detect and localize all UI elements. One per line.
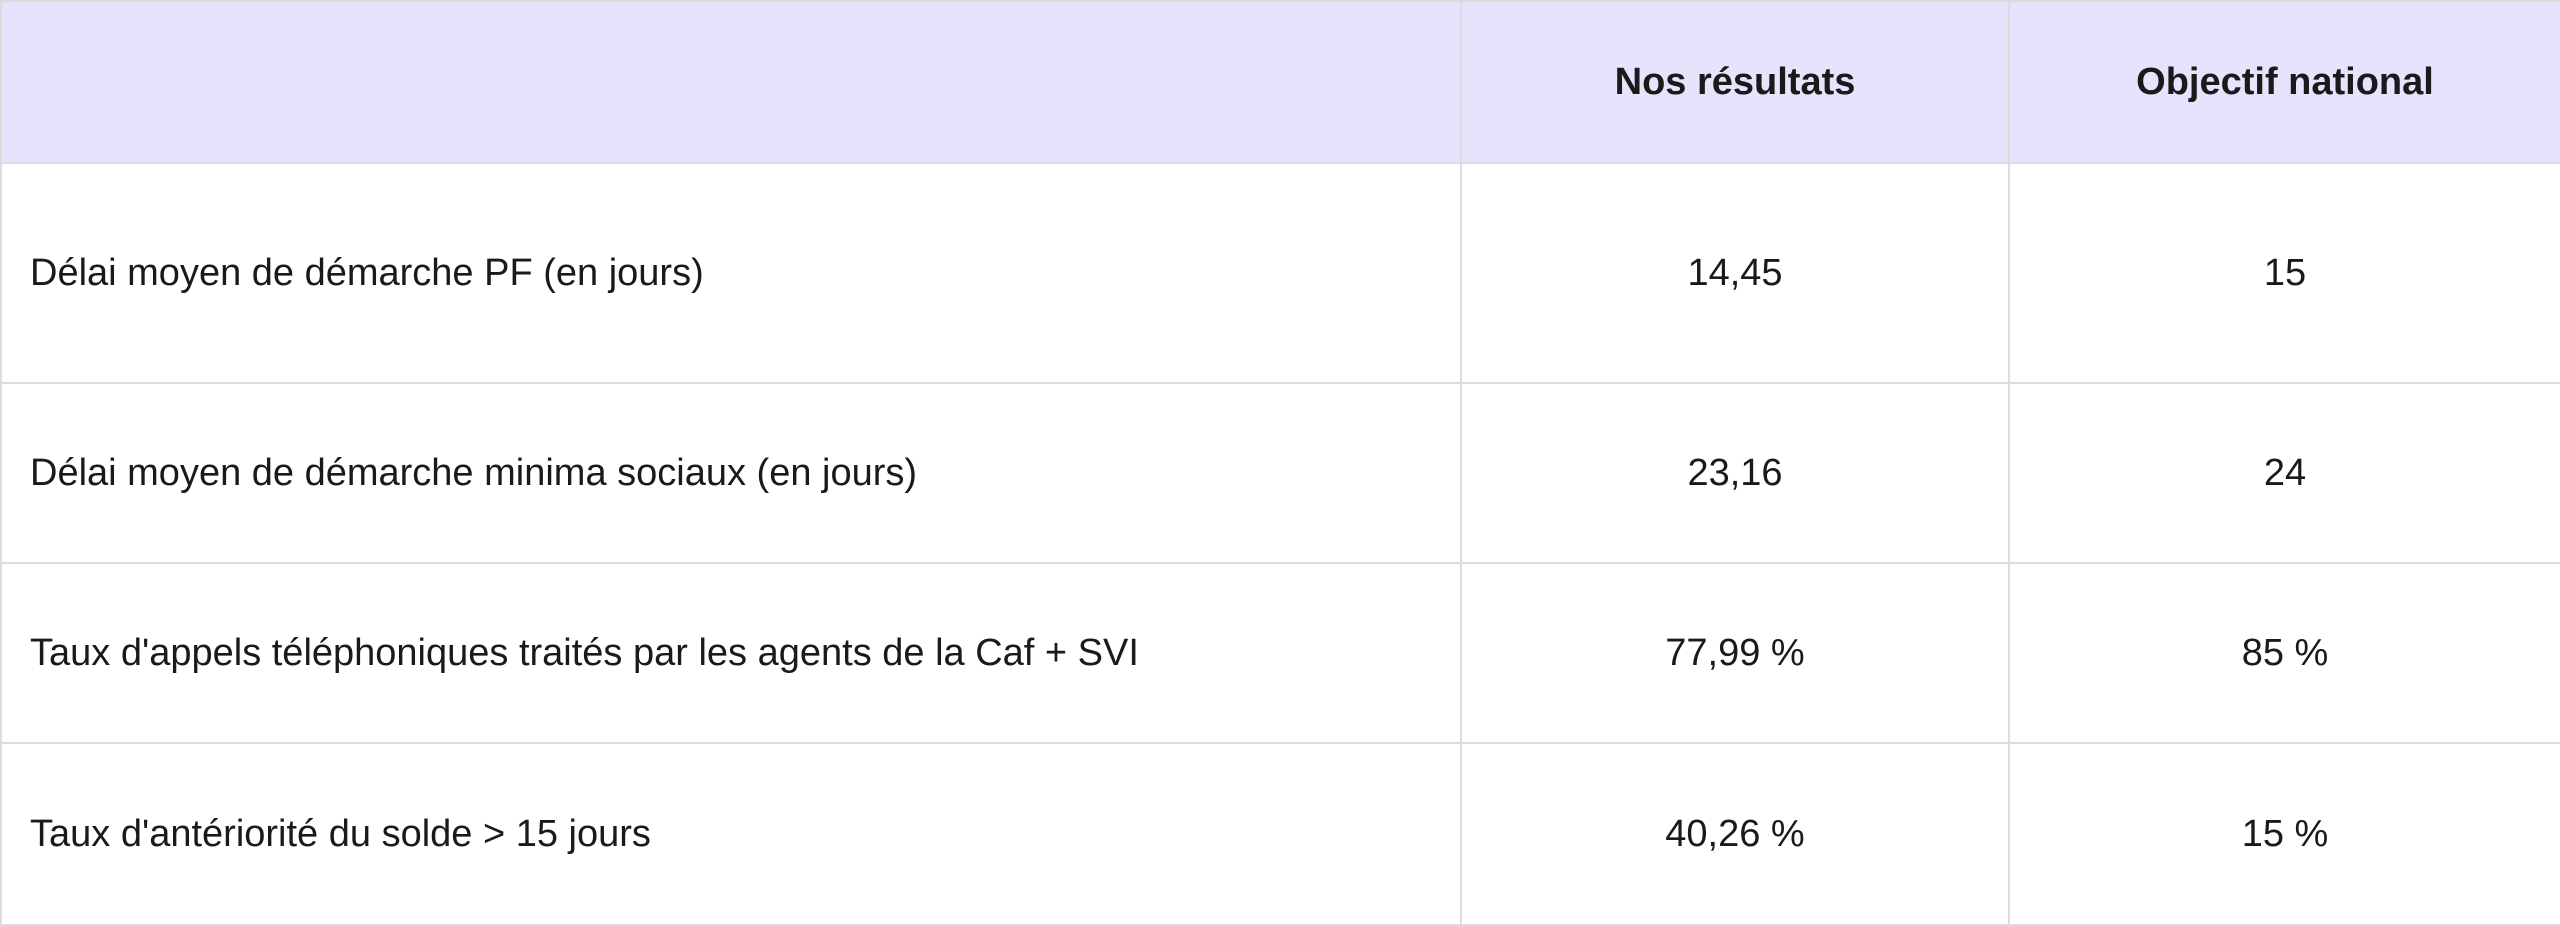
result-value: 40,26 %	[1460, 742, 2010, 926]
header-empty-cell	[0, 0, 1462, 164]
header-row: Nos résultats Objectif national	[0, 0, 2560, 164]
target-value: 24	[2008, 382, 2560, 564]
target-value: 15 %	[2008, 742, 2560, 926]
indicator-label: Délai moyen de démarche minima sociaux (…	[0, 382, 1462, 564]
header-our-results: Nos résultats	[1460, 0, 2010, 164]
result-value: 14,45	[1460, 162, 2010, 384]
indicator-label: Taux d'appels téléphoniques traités par …	[0, 562, 1462, 744]
target-value: 15	[2008, 162, 2560, 384]
table-row: Délai moyen de démarche PF (en jours) 14…	[0, 162, 2560, 384]
table-row: Taux d'appels téléphoniques traités par …	[0, 562, 2560, 744]
table-row: Taux d'antériorité du solde > 15 jours 4…	[0, 742, 2560, 926]
header-national-target: Objectif national	[2008, 0, 2560, 164]
result-value: 23,16	[1460, 382, 2010, 564]
target-value: 85 %	[2008, 562, 2560, 744]
indicator-label: Délai moyen de démarche PF (en jours)	[0, 162, 1462, 384]
result-value: 77,99 %	[1460, 562, 2010, 744]
table-body: Délai moyen de démarche PF (en jours) 14…	[0, 162, 2560, 926]
table-header: Nos résultats Objectif national	[0, 0, 2560, 164]
table-row: Délai moyen de démarche minima sociaux (…	[0, 382, 2560, 564]
indicator-label: Taux d'antériorité du solde > 15 jours	[0, 742, 1462, 926]
